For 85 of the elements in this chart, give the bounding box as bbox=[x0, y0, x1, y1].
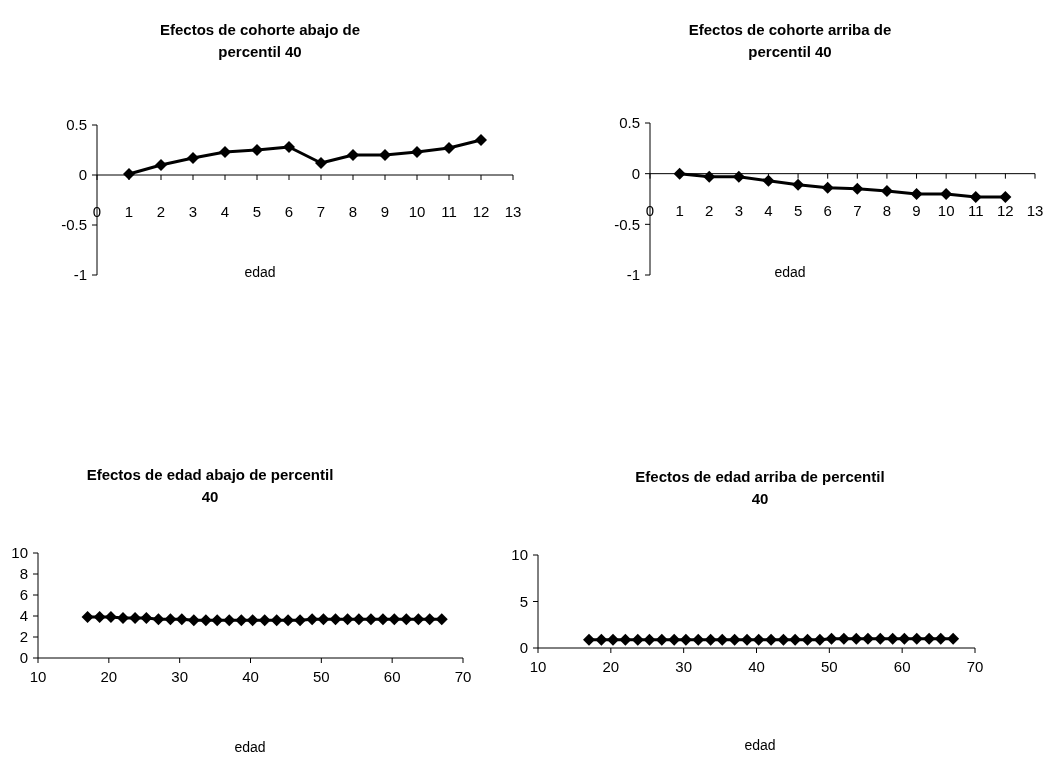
x-tick-label: 50 bbox=[820, 658, 838, 675]
x-tick-label: 9 bbox=[912, 201, 921, 219]
chart-title: Efectos de edad abajo de percentil 40 bbox=[86, 466, 334, 505]
x-tick-label: 11 bbox=[441, 203, 457, 220]
point bbox=[851, 182, 864, 195]
point bbox=[187, 152, 199, 164]
x-tick-label: 60 bbox=[383, 668, 401, 685]
x-tick-label: 7 bbox=[853, 201, 862, 219]
x-tick-label: 70 bbox=[966, 658, 984, 675]
point bbox=[379, 149, 391, 161]
x-tick-label: 70 bbox=[454, 668, 472, 685]
point bbox=[155, 159, 167, 171]
y-tick-label: 6 bbox=[19, 586, 28, 604]
x-axis-title: edad bbox=[774, 264, 806, 280]
x-tick-label: 10 bbox=[937, 201, 955, 219]
x-tick-label: 8 bbox=[348, 203, 358, 220]
y-tick-label: 8 bbox=[19, 565, 28, 583]
y-tick-label: 4 bbox=[19, 607, 28, 625]
x-tick-label: 0 bbox=[92, 203, 102, 220]
x-tick-label: 1 bbox=[675, 201, 684, 219]
point bbox=[792, 178, 805, 191]
x-tick-label: 5 bbox=[252, 203, 262, 220]
x-tick-label: 20 bbox=[100, 668, 118, 685]
x-tick-label: 5 bbox=[793, 201, 803, 219]
x-tick-label: 0 bbox=[645, 201, 655, 219]
x-tick-label: 13 bbox=[504, 203, 522, 220]
point bbox=[411, 146, 423, 158]
chart-title: Efectos de cohorte abajo de percentil 40 bbox=[159, 21, 361, 60]
point bbox=[219, 146, 231, 158]
x-tick-label: 30 bbox=[171, 668, 189, 685]
x-axis-title: edad bbox=[234, 739, 266, 755]
x-tick-label: 3 bbox=[188, 203, 198, 220]
point bbox=[315, 157, 327, 169]
x-tick-label: 8 bbox=[882, 201, 892, 219]
point bbox=[123, 168, 135, 180]
x-axis-title: edad bbox=[244, 264, 276, 280]
x-tick-label: 6 bbox=[823, 201, 832, 219]
y-tick-label: 10 bbox=[11, 544, 28, 562]
x-tick-label: 4 bbox=[764, 201, 773, 219]
x-tick-label: 2 bbox=[156, 203, 166, 220]
x-tick-label: 30 bbox=[675, 658, 693, 675]
point bbox=[475, 134, 487, 146]
point bbox=[443, 142, 455, 154]
y-tick-label: -0.5 bbox=[61, 216, 87, 234]
chart-title: Efectos de edad arriba de percentil 40 bbox=[635, 468, 885, 507]
x-tick-label: 4 bbox=[220, 203, 230, 220]
y-tick-label: 10 bbox=[511, 546, 528, 564]
x-tick-label: 60 bbox=[893, 658, 911, 675]
x-tick-label: 11 bbox=[967, 201, 984, 219]
x-tick-label: 10 bbox=[408, 203, 426, 220]
point bbox=[999, 190, 1012, 203]
y-tick-label: 0 bbox=[78, 166, 87, 184]
x-tick-label: 13 bbox=[1026, 201, 1044, 219]
y-tick-label: 2 bbox=[19, 628, 28, 646]
x-tick-label: 40 bbox=[242, 668, 259, 685]
x-axis-title: edad bbox=[744, 737, 776, 753]
y-tick-label: 0.5 bbox=[66, 116, 87, 134]
point bbox=[910, 187, 923, 200]
x-tick-label: 40 bbox=[748, 658, 765, 675]
y-tick-label: 0.5 bbox=[619, 114, 640, 132]
chart-title: Efectos de cohorte arriba de percentil 40 bbox=[688, 21, 892, 60]
point bbox=[283, 141, 295, 153]
y-tick-label: 0 bbox=[519, 639, 528, 657]
x-tick-label: 2 bbox=[705, 201, 714, 219]
point bbox=[347, 149, 359, 161]
x-tick-label: 12 bbox=[472, 203, 490, 220]
point bbox=[821, 181, 834, 194]
x-tick-label: 50 bbox=[312, 668, 330, 685]
point bbox=[673, 167, 686, 180]
x-tick-label: 6 bbox=[284, 203, 294, 220]
x-tick-label: 9 bbox=[380, 203, 390, 220]
y-tick-label: -1 bbox=[73, 266, 87, 284]
y-tick-label: 0 bbox=[631, 164, 640, 182]
point bbox=[251, 144, 263, 156]
x-tick-label: 3 bbox=[734, 201, 744, 219]
y-tick-label: 5 bbox=[519, 592, 528, 610]
y-tick-label: -1 bbox=[626, 266, 640, 284]
y-tick-label: -0.5 bbox=[614, 215, 640, 233]
x-tick-label: 7 bbox=[316, 203, 326, 220]
x-tick-label: 20 bbox=[602, 658, 620, 675]
x-tick-label: 12 bbox=[997, 201, 1014, 219]
x-tick-label: 1 bbox=[124, 203, 134, 220]
point bbox=[703, 170, 716, 183]
point bbox=[969, 190, 982, 203]
point bbox=[762, 174, 775, 187]
